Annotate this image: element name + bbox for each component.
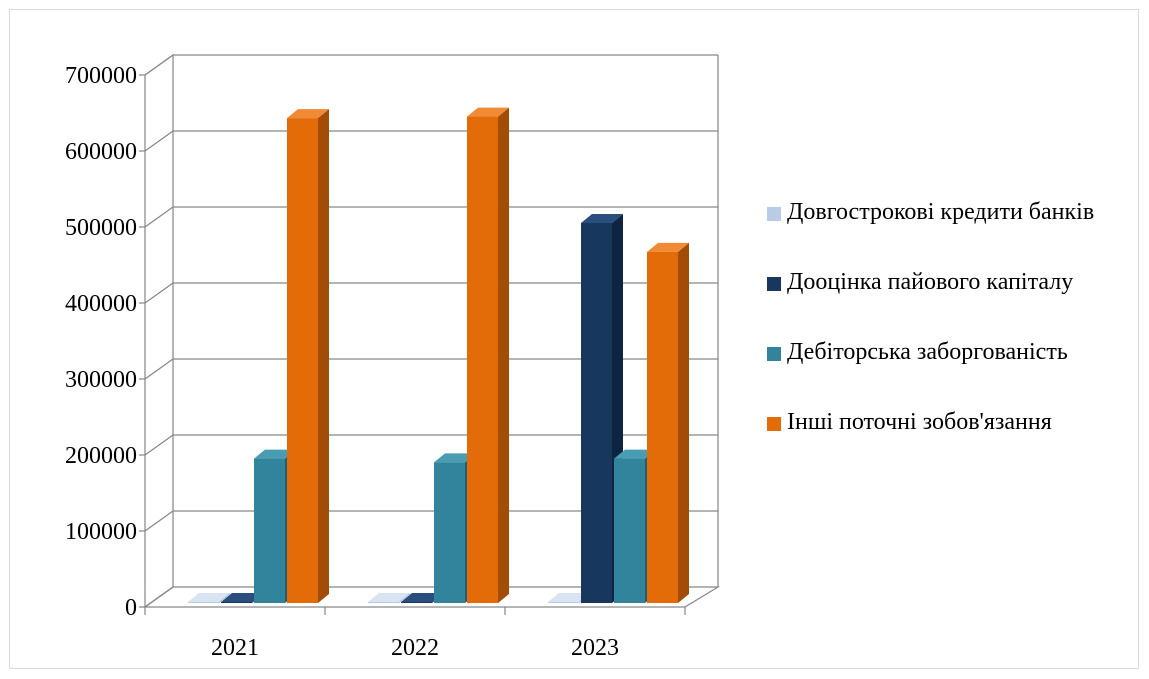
x-tick-labels: 2021 2022 2023 (211, 635, 619, 661)
bar-top (401, 593, 443, 602)
gridline-side (144, 586, 174, 608)
bar-side (498, 107, 509, 603)
y-tick-label: 400000 (65, 291, 137, 317)
y-tick-label: 0 (125, 595, 137, 621)
bar-top (467, 107, 509, 117)
bar-top (254, 449, 296, 459)
legend-swatch (767, 277, 781, 291)
bar-side (678, 242, 689, 603)
bars (188, 107, 689, 604)
bar-side (219, 593, 230, 603)
bar (581, 214, 623, 603)
gridline-side (144, 510, 174, 532)
gridline-side (144, 130, 174, 152)
x-tick-label: 2022 (391, 635, 439, 661)
legend-item-long-term-loans: Довгострокові кредити банків (765, 198, 1145, 226)
legend-label: Довгострокові кредити банків (787, 199, 1095, 225)
bar-top (647, 242, 689, 252)
bar-top (614, 449, 656, 459)
legend-swatch (767, 347, 781, 361)
bar (467, 107, 509, 603)
bar (287, 109, 329, 604)
bar-side (318, 109, 329, 604)
bar-top (188, 593, 230, 602)
y-tick-label: 100000 (65, 519, 137, 545)
bar-top (287, 109, 329, 119)
legend-swatch (767, 417, 781, 431)
legend-label: Інші поточні зобов'язання (787, 409, 1052, 435)
bar-front (188, 602, 219, 603)
bar-front (287, 118, 318, 604)
legend: Довгострокові кредити банків Дооцінка па… (765, 198, 1145, 478)
y-tick-label: 600000 (65, 139, 137, 165)
y-tick-labels: 0 100000 200000 300000 400000 500000 600000 700… (65, 63, 137, 621)
bar-top (221, 593, 263, 602)
bar (368, 593, 410, 603)
bar-top (368, 593, 410, 602)
gridline-side (144, 358, 174, 380)
bar-front (401, 602, 432, 603)
gridline-side (144, 206, 174, 228)
bar-front (368, 602, 399, 603)
bar-top (548, 593, 590, 602)
bar (188, 593, 230, 603)
y-tick-label: 500000 (65, 215, 137, 241)
legend-label: Дебіторська заборгованість (787, 339, 1068, 365)
bar-front (647, 251, 678, 603)
bar-front (548, 602, 579, 603)
y-tick-label: 300000 (65, 367, 137, 393)
legend-item-other-liabilities: Інші поточні зобов'язання (765, 408, 1145, 436)
bar-front (221, 602, 252, 603)
bar-top (434, 453, 476, 463)
legend-item-revaluation: Дооцінка пайового капіталу (765, 268, 1145, 296)
y-tick-label: 200000 (65, 443, 137, 469)
bar (647, 242, 689, 603)
bar-front (254, 458, 285, 603)
bar-front (614, 458, 645, 603)
bar-front (467, 116, 498, 603)
x-tick-label: 2023 (571, 635, 619, 661)
gridline-side (144, 434, 174, 456)
y-tick-label: 700000 (65, 63, 137, 89)
gridline-side (144, 282, 174, 304)
legend-item-receivables: Дебіторська заборгованість (765, 338, 1145, 366)
bar-front (581, 223, 612, 603)
legend-label: Дооцінка пайового капіталу (787, 269, 1074, 295)
side-wall (144, 53, 174, 609)
bar-side (399, 593, 410, 603)
legend-swatch (767, 207, 781, 221)
bar-top (581, 214, 623, 223)
x-tick-label: 2021 (211, 635, 259, 661)
bar-front (434, 462, 465, 603)
chart-frame (9, 9, 1139, 669)
gridline-side (144, 54, 174, 76)
